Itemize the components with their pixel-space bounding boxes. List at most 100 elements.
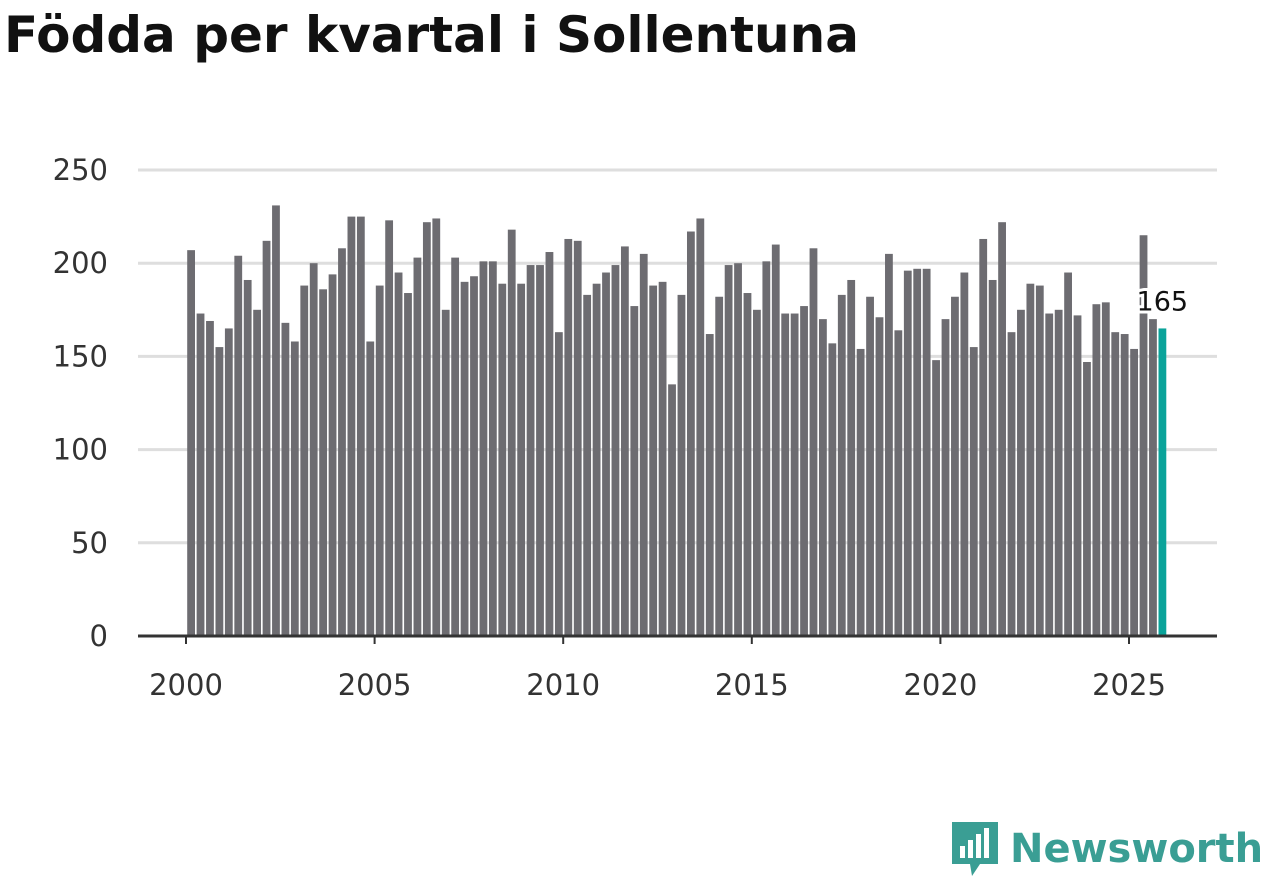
bar <box>602 272 610 636</box>
bar <box>356 216 365 636</box>
bar <box>969 347 978 636</box>
bar <box>866 296 874 636</box>
bar <box>1007 332 1016 636</box>
bar <box>196 313 205 636</box>
y-tick-label: 200 <box>53 246 108 280</box>
bar <box>451 257 460 636</box>
bar <box>536 265 544 636</box>
bar <box>686 231 695 636</box>
bar <box>1120 334 1129 636</box>
bar <box>234 255 243 636</box>
bar <box>517 283 526 636</box>
bar <box>998 222 1006 636</box>
bar <box>1139 235 1148 637</box>
bar <box>790 313 799 636</box>
bar <box>649 285 658 636</box>
bar <box>705 334 714 636</box>
bar <box>1158 328 1167 636</box>
bar <box>885 253 893 636</box>
bar <box>224 328 233 636</box>
bar <box>554 332 563 636</box>
logo-text: Newsworthy <box>1010 826 1262 872</box>
bar <box>903 270 912 636</box>
bar <box>460 281 469 636</box>
bar <box>564 238 573 636</box>
bar <box>875 317 884 636</box>
bar <box>413 257 422 636</box>
bar <box>743 293 752 636</box>
bar <box>347 216 356 636</box>
bar <box>668 384 676 636</box>
bar <box>941 319 950 636</box>
bar <box>1054 309 1063 636</box>
bar <box>187 250 195 637</box>
bar <box>771 244 780 636</box>
bar <box>404 293 412 636</box>
bar <box>422 222 431 636</box>
bar <box>800 306 808 636</box>
bar <box>394 272 403 636</box>
bar <box>583 294 592 636</box>
bar <box>243 279 252 636</box>
newsworthy-logo: Newsworthy <box>950 820 1262 878</box>
bar <box>215 347 224 636</box>
bar <box>724 265 733 636</box>
x-tick-label: 2005 <box>338 668 412 702</box>
bar <box>847 279 856 636</box>
bar <box>1045 313 1054 636</box>
x-tick-label: 2025 <box>1092 668 1166 702</box>
bar <box>979 238 988 636</box>
bar <box>262 240 271 636</box>
newsworthy-logo-icon <box>952 822 998 876</box>
bar <box>620 246 629 636</box>
bar <box>1026 283 1035 636</box>
y-tick-label: 150 <box>53 339 108 373</box>
bar <box>856 348 865 636</box>
bar <box>1130 348 1138 636</box>
bar <box>545 252 554 637</box>
bar <box>781 313 790 636</box>
bar <box>696 218 705 637</box>
bar <box>715 296 724 636</box>
bar <box>922 268 931 636</box>
bar <box>385 220 394 636</box>
bar <box>432 218 441 637</box>
bar <box>272 205 280 636</box>
bar <box>498 283 507 636</box>
bar <box>828 343 837 636</box>
y-tick-label: 100 <box>53 433 108 467</box>
bar <box>328 274 337 636</box>
bar <box>1083 361 1091 636</box>
bar <box>1017 309 1025 636</box>
bar <box>592 283 601 636</box>
bar <box>1073 315 1082 636</box>
bar <box>734 263 742 636</box>
bar <box>837 294 846 636</box>
bar <box>441 309 450 636</box>
y-tick-label: 250 <box>53 153 108 187</box>
chart-title: Födda per kvartal i Sollentuna <box>4 6 859 64</box>
bar <box>1035 285 1044 636</box>
bar <box>206 320 214 636</box>
bar <box>913 268 922 636</box>
bar <box>253 309 262 636</box>
bar <box>375 285 384 636</box>
bar <box>488 261 497 636</box>
bar <box>1092 304 1101 636</box>
bar <box>611 265 620 636</box>
bar <box>526 265 535 636</box>
bar <box>819 319 827 636</box>
bar <box>1149 319 1157 636</box>
bar <box>507 229 516 636</box>
bar <box>479 261 488 636</box>
bar <box>573 240 582 636</box>
bar <box>894 330 903 636</box>
bar <box>762 261 771 636</box>
x-tick-label: 2015 <box>715 668 789 702</box>
bar <box>309 263 318 636</box>
bar <box>630 306 639 636</box>
bar <box>319 289 328 636</box>
y-tick-label: 50 <box>71 526 108 560</box>
x-tick-label: 2020 <box>903 668 977 702</box>
